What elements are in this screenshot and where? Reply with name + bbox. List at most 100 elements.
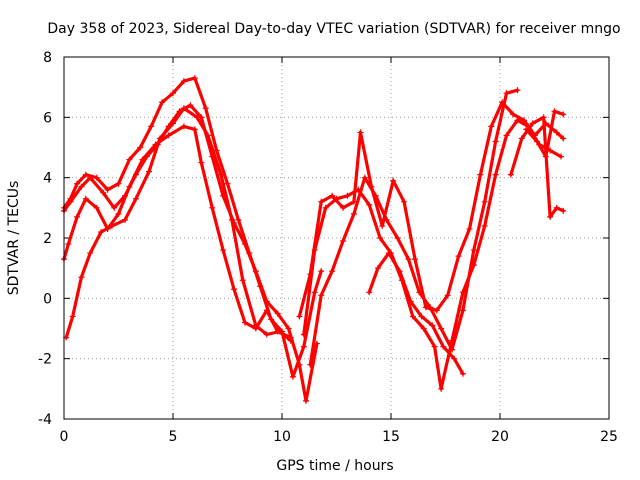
chart-title: Day 358 of 2023, Sidereal Day-to-day VTE… — [47, 21, 620, 37]
data-point-marker — [449, 346, 456, 353]
data-point-marker — [340, 204, 347, 211]
data-point-marker — [438, 325, 445, 332]
data-point-marker — [372, 192, 379, 199]
data-point-marker — [431, 343, 438, 350]
data-point-marker — [366, 289, 373, 296]
data-point-marker — [307, 361, 314, 368]
data-point-marker — [540, 114, 547, 121]
data-point-marker — [357, 129, 364, 136]
data-point-marker — [477, 171, 484, 178]
data-point-marker — [385, 250, 392, 257]
y-axis-label: SDTVAR / TECUs — [6, 181, 22, 296]
data-point-marker — [405, 256, 412, 263]
data-series — [61, 75, 567, 404]
data-point-marker — [377, 235, 384, 241]
data-point-marker — [241, 319, 248, 326]
data-point-marker — [67, 198, 74, 205]
data-point-marker — [344, 192, 351, 199]
data-point-marker — [126, 156, 133, 163]
data-point-marker — [287, 337, 294, 344]
data-point-marker — [374, 265, 381, 272]
data-point-marker — [78, 183, 85, 190]
data-point-marker — [137, 144, 144, 151]
data-point-marker — [93, 174, 100, 181]
data-point-marker — [560, 135, 567, 142]
data-point-marker — [191, 126, 198, 133]
data-point-marker — [180, 123, 187, 130]
data-point-marker — [228, 216, 235, 223]
data-point-marker — [418, 313, 425, 320]
data-point-marker — [518, 135, 525, 142]
axis-ticks: 0 5 10 15 20 25 -4 -2 0 2 4 6 8 — [38, 50, 618, 445]
series-track-2 — [62, 103, 319, 403]
data-point-marker — [366, 201, 373, 208]
data-point-marker — [217, 171, 224, 178]
data-point-marker — [252, 322, 259, 329]
y-tick-label: 6 — [43, 110, 52, 126]
data-point-marker — [514, 87, 521, 94]
data-point-marker — [379, 222, 386, 229]
data-point-marker — [220, 247, 227, 254]
data-point-marker — [455, 253, 462, 260]
data-point-marker — [427, 304, 434, 311]
data-point-marker — [170, 120, 176, 127]
series-track-4 — [64, 106, 293, 343]
data-point-marker — [416, 289, 423, 296]
y-tick-label: -2 — [38, 352, 52, 368]
data-point-marker — [69, 313, 76, 320]
data-point-marker — [156, 135, 163, 142]
data-point-marker — [560, 111, 567, 118]
x-tick-label: 20 — [491, 429, 509, 445]
x-tick-label: 15 — [382, 429, 400, 445]
data-point-marker — [560, 207, 567, 214]
data-point-marker — [488, 123, 495, 130]
data-point-marker — [394, 235, 401, 241]
data-point-marker — [311, 247, 318, 254]
data-point-marker — [547, 213, 554, 220]
data-point-marker — [322, 204, 329, 211]
series-track-8 — [367, 251, 465, 376]
data-point-marker — [361, 174, 368, 181]
data-point-marker — [318, 198, 325, 205]
data-point-marker — [481, 222, 488, 229]
data-point-marker — [409, 313, 416, 320]
data-point-marker — [470, 247, 477, 254]
data-point-marker — [318, 292, 325, 299]
data-point-marker — [350, 210, 357, 217]
data-point-marker — [239, 277, 246, 284]
data-point-marker — [529, 120, 536, 127]
data-point-marker — [231, 286, 238, 293]
data-point-marker — [65, 241, 72, 248]
data-point-marker — [333, 195, 340, 202]
data-point-marker — [180, 78, 187, 85]
y-tick-label: 8 — [43, 50, 52, 66]
data-point-marker — [252, 268, 259, 275]
data-point-marker — [263, 298, 270, 305]
data-point-marker — [100, 189, 107, 196]
data-point-marker — [383, 216, 390, 223]
data-point-marker — [492, 171, 499, 178]
series-track-7 — [308, 88, 520, 367]
data-point-marker — [148, 123, 155, 130]
data-point-marker — [235, 216, 242, 223]
data-point-marker — [438, 385, 445, 392]
data-point-marker — [87, 250, 94, 257]
data-point-marker — [329, 268, 336, 275]
data-point-marker — [420, 325, 427, 332]
data-point-marker — [510, 111, 517, 118]
data-point-marker — [503, 90, 510, 97]
data-point-marker — [132, 195, 139, 202]
data-point-marker — [274, 310, 281, 317]
data-point-marker — [459, 370, 466, 377]
x-tick-label: 0 — [60, 429, 69, 445]
data-point-marker — [433, 307, 440, 314]
data-point-marker — [108, 222, 115, 229]
grid — [64, 57, 609, 419]
x-tick-label: 10 — [273, 429, 291, 445]
y-tick-label: -4 — [38, 412, 52, 428]
data-point-marker — [300, 343, 307, 350]
data-point-marker — [553, 129, 560, 136]
data-point-marker — [534, 138, 541, 145]
data-point-marker — [146, 168, 153, 175]
